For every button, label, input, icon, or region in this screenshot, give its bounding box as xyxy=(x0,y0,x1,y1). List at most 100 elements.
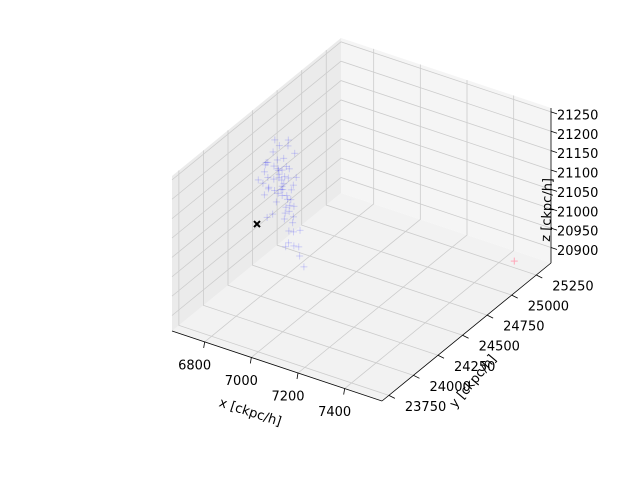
z-tick xyxy=(550,111,558,115)
x-tick xyxy=(203,341,206,348)
data-point xyxy=(284,136,292,144)
data-point xyxy=(290,242,298,250)
z-tick-label: 21150 xyxy=(557,147,598,162)
y-tick xyxy=(413,374,420,379)
data-point xyxy=(296,226,304,234)
left-pane xyxy=(172,38,341,331)
axis-lines xyxy=(171,108,552,402)
grid-line-z xyxy=(171,118,552,258)
x-tick xyxy=(343,388,346,395)
y-axis-line xyxy=(381,262,552,402)
y-tick xyxy=(437,354,445,359)
data-point xyxy=(289,219,297,227)
z-axis-label: z [ckpc/h] xyxy=(539,178,556,242)
data-point xyxy=(262,159,270,167)
data-point xyxy=(264,185,272,193)
data-point xyxy=(292,173,300,181)
grid-line-z xyxy=(171,177,552,316)
grid-line-y xyxy=(301,70,512,296)
y-tick xyxy=(462,334,469,339)
z-tick xyxy=(550,227,558,231)
data-point xyxy=(281,173,289,181)
data-point xyxy=(260,191,268,199)
data-point xyxy=(275,174,283,182)
data-point xyxy=(289,213,297,221)
grid-line-z xyxy=(171,60,552,200)
data-point xyxy=(259,179,267,187)
data-point xyxy=(285,207,293,215)
data-point xyxy=(281,209,289,217)
data-point xyxy=(260,168,268,176)
point-stroke xyxy=(253,220,261,228)
tick-labels: 6800 7000 7200 7400 23750 24000 24250 24500 2475… xyxy=(178,108,598,420)
data-point xyxy=(296,252,304,260)
floor-pane xyxy=(172,193,551,401)
data-point xyxy=(279,186,287,194)
data-point xyxy=(271,136,279,144)
data-point xyxy=(284,195,292,203)
x-tick xyxy=(296,372,299,380)
data-point xyxy=(269,148,277,156)
z-tick-label: 21050 xyxy=(557,186,598,201)
data-point xyxy=(295,243,303,251)
data-point xyxy=(274,189,282,197)
data-point xyxy=(277,186,285,194)
grid-line-z xyxy=(171,138,552,278)
data-point xyxy=(278,176,286,184)
y-tick-label: 24750 xyxy=(503,320,544,335)
x-tick-label: 6800 xyxy=(178,358,211,373)
data-point xyxy=(274,166,282,174)
tick-marks xyxy=(203,111,558,399)
data-point xyxy=(278,191,286,199)
y-tick-label: 25000 xyxy=(528,300,569,315)
grid-line-y xyxy=(203,150,414,376)
y-tick-label: 23750 xyxy=(405,400,446,415)
data-point xyxy=(282,243,290,251)
data-point xyxy=(270,175,278,183)
data-point xyxy=(285,239,293,247)
z-tick xyxy=(550,188,558,192)
data-point xyxy=(271,187,279,195)
data-point xyxy=(282,163,290,171)
data-point xyxy=(254,176,262,184)
data-point xyxy=(289,228,297,236)
y-tick xyxy=(388,395,396,399)
data-point xyxy=(264,173,272,181)
data-points xyxy=(253,136,518,271)
grid-line-y xyxy=(325,50,537,276)
z-tick xyxy=(550,150,558,154)
data-point xyxy=(284,142,292,150)
data-point xyxy=(289,181,297,189)
z-tick xyxy=(550,169,558,173)
data-point xyxy=(280,215,288,223)
y-tick xyxy=(511,294,518,299)
data-point xyxy=(284,174,292,182)
data-point xyxy=(285,165,293,173)
data-point xyxy=(286,201,294,209)
y-tick-label: 24500 xyxy=(479,340,520,355)
x-tick-label: 7400 xyxy=(318,405,351,420)
data-point xyxy=(265,183,273,191)
z-tick-label: 21100 xyxy=(557,167,598,182)
data-point xyxy=(300,263,308,271)
axis-panes xyxy=(172,38,551,401)
x-axis-line xyxy=(171,330,383,402)
data-point xyxy=(280,180,288,188)
data-point xyxy=(283,192,291,200)
data-point xyxy=(263,213,271,221)
data-point xyxy=(510,257,518,265)
z-tick-label: 20950 xyxy=(557,225,598,240)
data-point xyxy=(264,158,272,166)
grid-line-z xyxy=(171,41,552,181)
y-tick-label: 24250 xyxy=(454,360,495,375)
data-point xyxy=(278,166,286,174)
grid-line-z xyxy=(171,157,552,297)
data-point xyxy=(287,196,295,204)
data-point xyxy=(270,162,278,170)
grid-line-y xyxy=(227,130,439,356)
data-point xyxy=(272,198,280,206)
data-point xyxy=(261,161,269,169)
grid-line-z xyxy=(171,80,552,219)
z-tick xyxy=(550,247,558,250)
